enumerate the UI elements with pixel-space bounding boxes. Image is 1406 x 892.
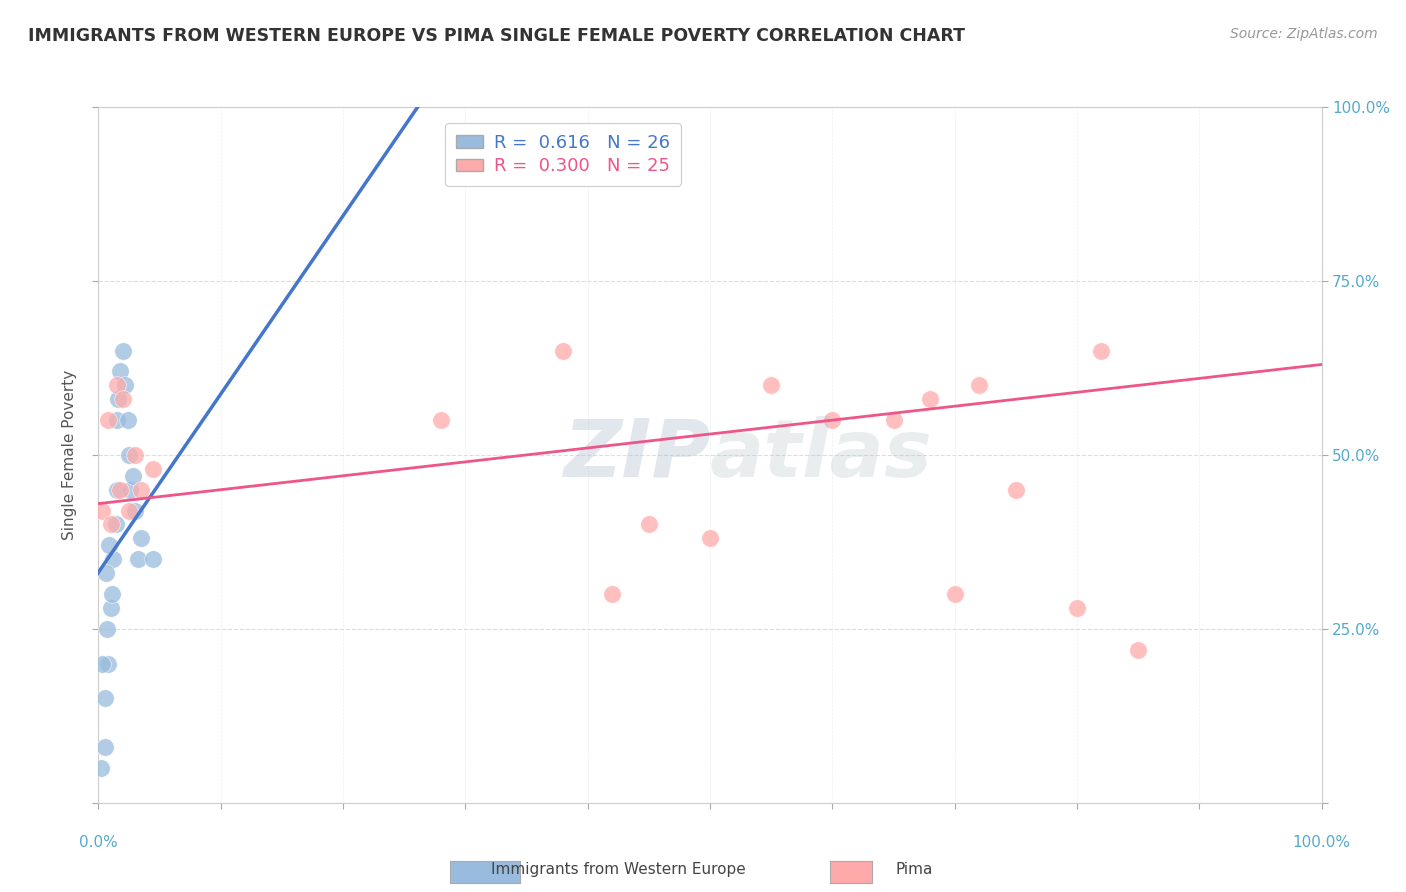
Text: 100.0%: 100.0% [1292, 836, 1351, 850]
Point [105, 413, 128, 427]
Point [142, 462, 165, 476]
Point [118, 448, 141, 462]
Point [920, 392, 942, 407]
Point [110, 483, 132, 497]
Point [101, 587, 124, 601]
Point [94, 566, 117, 581]
Point [124, 503, 146, 517]
Point [430, 413, 453, 427]
Point [104, 517, 127, 532]
Point [90, 761, 112, 775]
Point [124, 448, 146, 462]
Point [129, 483, 152, 497]
Point [101, 552, 124, 566]
Point [1004, 483, 1026, 497]
Point [91, 657, 114, 671]
Point [943, 587, 966, 601]
Point [98, 538, 121, 552]
Point [93, 691, 115, 706]
Point [600, 587, 623, 601]
Point [114, 378, 136, 392]
Point [118, 503, 141, 517]
Point [96, 622, 118, 636]
Text: ZIP: ZIP [562, 416, 710, 494]
Text: atlas: atlas [710, 416, 932, 494]
Point [93, 740, 115, 755]
Text: 0.0%: 0.0% [79, 836, 118, 850]
Point [97, 413, 120, 427]
Text: Pima: Pima [896, 863, 932, 877]
Point [111, 392, 134, 407]
Y-axis label: Single Female Poverty: Single Female Poverty [62, 370, 77, 540]
Point [638, 517, 661, 532]
Point [761, 378, 783, 392]
Point [97, 657, 120, 671]
Legend: R =  0.616   N = 26, R =  0.300   N = 25: R = 0.616 N = 26, R = 0.300 N = 25 [446, 123, 681, 186]
Text: IMMIGRANTS FROM WESTERN EUROPE VS PIMA SINGLE FEMALE POVERTY CORRELATION CHART: IMMIGRANTS FROM WESTERN EUROPE VS PIMA S… [28, 27, 965, 45]
Point [142, 552, 165, 566]
Text: Source: ZipAtlas.com: Source: ZipAtlas.com [1230, 27, 1378, 41]
Point [1090, 343, 1112, 358]
Point [883, 413, 905, 427]
Point [821, 413, 844, 427]
Point [1066, 601, 1088, 615]
Point [105, 483, 128, 497]
Point [553, 343, 575, 358]
Point [129, 532, 152, 546]
Point [91, 503, 114, 517]
Point [117, 413, 139, 427]
Point [110, 364, 132, 378]
Point [100, 601, 122, 615]
Point [107, 392, 129, 407]
Point [699, 532, 721, 546]
Point [1128, 642, 1150, 657]
Point [120, 483, 142, 497]
Point [121, 468, 143, 483]
Point [127, 552, 149, 566]
Point [105, 378, 128, 392]
Text: Immigrants from Western Europe: Immigrants from Western Europe [491, 863, 747, 877]
Point [100, 517, 122, 532]
Point [967, 378, 990, 392]
Point [111, 343, 134, 358]
